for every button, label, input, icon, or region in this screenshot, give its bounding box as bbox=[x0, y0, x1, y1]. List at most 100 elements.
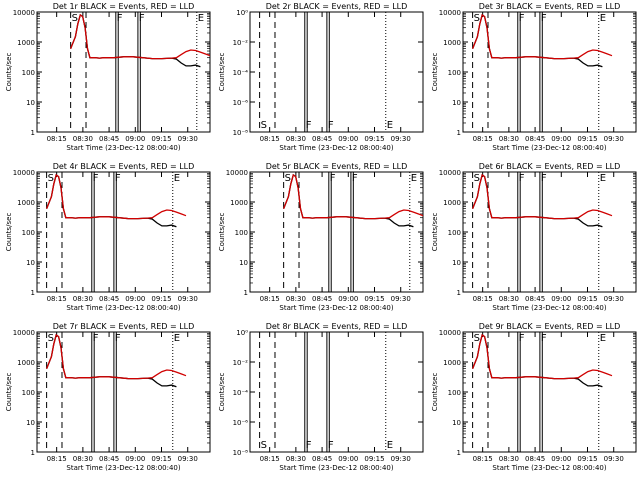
x-tick-label: 09:15 bbox=[577, 295, 597, 303]
x-tick-label: 08:15 bbox=[473, 455, 493, 463]
x-tick-label: 09:15 bbox=[364, 455, 384, 463]
y-tick-label: 10000 bbox=[226, 169, 248, 177]
y-tick-label: 1 bbox=[31, 449, 35, 457]
x-tick-label: 09:00 bbox=[551, 455, 571, 463]
y-axis-label: Counts/sec bbox=[218, 373, 226, 412]
x-tick-label: 09:15 bbox=[151, 295, 171, 303]
y-tick-label: 1000 bbox=[443, 359, 461, 367]
event-marker-label: F bbox=[115, 173, 121, 184]
y-tick-label: 10 bbox=[239, 259, 248, 267]
y-tick-label: 1 bbox=[457, 129, 461, 137]
y-axis-label: Counts/sec bbox=[5, 53, 13, 92]
y-tick-label: 100 bbox=[448, 69, 461, 77]
x-tick-label: 09:15 bbox=[577, 455, 597, 463]
y-tick-label: 10⁻² bbox=[233, 39, 249, 47]
x-tick-label: 08:30 bbox=[499, 455, 519, 463]
y-tick-label: 1000 bbox=[230, 199, 248, 207]
y-tick-label: 10000 bbox=[439, 329, 461, 337]
x-tick-label: 08:30 bbox=[73, 295, 93, 303]
y-axis-label: Counts/sec bbox=[5, 213, 13, 252]
y-tick-label: 1000 bbox=[17, 199, 35, 207]
x-tick-label: 09:30 bbox=[178, 455, 198, 463]
x-axis-label: Start Time (23-Dec-12 08:00:40) bbox=[492, 464, 606, 472]
x-tick-label: 09:15 bbox=[364, 135, 384, 143]
x-tick-label: 08:45 bbox=[99, 455, 119, 463]
x-tick-label: 09:30 bbox=[604, 455, 624, 463]
x-axis-label: Start Time (23-Dec-12 08:00:40) bbox=[492, 144, 606, 152]
events-series-line bbox=[471, 333, 603, 388]
y-tick-label: 10000 bbox=[439, 169, 461, 177]
x-tick-label: 08:45 bbox=[525, 135, 545, 143]
detector-panel: Det 9r BLACK = Events, RED = LLD 1 10 100 10… bbox=[431, 322, 637, 472]
event-marker-label: S bbox=[48, 173, 54, 184]
x-tick-label: 08:45 bbox=[525, 295, 545, 303]
detector-panel: Det 8r BLACK = Events, RED = LLD 10⁻⁸ 10⁻⁶… bbox=[218, 322, 424, 472]
panel-title: Det 8r BLACK = Events, RED = LLD bbox=[266, 322, 408, 331]
event-marker-label: F bbox=[306, 440, 312, 451]
y-tick-label: 10 bbox=[26, 419, 35, 427]
event-marker-label: S bbox=[72, 13, 78, 24]
x-tick-label: 09:00 bbox=[338, 135, 358, 143]
x-tick-label: 09:30 bbox=[391, 455, 411, 463]
x-tick-label: 08:30 bbox=[73, 455, 93, 463]
lld-series-line bbox=[471, 13, 613, 60]
event-marker-label: S bbox=[285, 173, 291, 184]
events-series-line bbox=[471, 13, 603, 68]
y-tick-label: 10⁻⁶ bbox=[233, 99, 249, 107]
lld-series-line bbox=[69, 13, 210, 60]
plot-frame bbox=[249, 11, 424, 133]
y-axis-label: Counts/sec bbox=[431, 213, 439, 252]
event-marker-label: F bbox=[330, 173, 336, 184]
detector-panel: Det 7r BLACK = Events, RED = LLD 1 10 100 10… bbox=[5, 322, 211, 472]
x-axis-label: Start Time (23-Dec-12 08:00:40) bbox=[279, 464, 393, 472]
x-tick-label: 09:00 bbox=[125, 135, 145, 143]
panel-title: Det 9r BLACK = Events, RED = LLD bbox=[479, 322, 621, 331]
y-tick-label: 10⁻² bbox=[233, 359, 249, 367]
x-tick-label: 08:45 bbox=[99, 295, 119, 303]
y-tick-label: 100 bbox=[448, 229, 461, 237]
plot-frame bbox=[36, 171, 211, 293]
events-series-line bbox=[69, 13, 201, 68]
event-marker-label: F bbox=[117, 13, 123, 24]
event-marker-label: F bbox=[328, 120, 334, 131]
y-axis-label: Counts/sec bbox=[431, 373, 439, 412]
detector-panel: Det 6r BLACK = Events, RED = LLD 1 10 100 10… bbox=[431, 162, 637, 312]
x-tick-label: 08:30 bbox=[73, 135, 93, 143]
event-marker-label: E bbox=[600, 173, 606, 184]
x-tick-label: 09:00 bbox=[338, 455, 358, 463]
event-marker-label: S bbox=[48, 333, 54, 344]
y-axis-label: Counts/sec bbox=[431, 53, 439, 92]
x-tick-label: 08:30 bbox=[286, 295, 306, 303]
event-marker-label: F bbox=[541, 13, 547, 24]
y-tick-label: 100 bbox=[448, 389, 461, 397]
x-axis-label: Start Time (23-Dec-12 08:00:40) bbox=[492, 304, 606, 312]
y-tick-label: 10000 bbox=[13, 9, 35, 17]
events-series-line bbox=[45, 333, 177, 388]
event-marker-label: F bbox=[93, 333, 99, 344]
y-tick-label: 1000 bbox=[17, 359, 35, 367]
x-tick-label: 09:00 bbox=[338, 295, 358, 303]
y-tick-label: 10000 bbox=[13, 169, 35, 177]
x-tick-label: 09:30 bbox=[604, 295, 624, 303]
x-tick-label: 09:15 bbox=[151, 455, 171, 463]
event-marker-label: F bbox=[519, 173, 525, 184]
event-marker-label: E bbox=[600, 333, 606, 344]
x-tick-label: 08:30 bbox=[286, 455, 306, 463]
y-tick-label: 10 bbox=[26, 259, 35, 267]
plot-frame bbox=[36, 331, 211, 453]
events-series-line bbox=[45, 173, 177, 228]
panel-title: Det 3r BLACK = Events, RED = LLD bbox=[479, 2, 621, 11]
detector-panel: Det 3r BLACK = Events, RED = LLD 1 10 100 10… bbox=[431, 2, 637, 152]
panel-title: Det 5r BLACK = Events, RED = LLD bbox=[266, 162, 408, 171]
plot-frame bbox=[462, 331, 637, 453]
x-tick-label: 08:45 bbox=[99, 135, 119, 143]
event-marker-label: F bbox=[352, 173, 358, 184]
x-tick-label: 08:45 bbox=[312, 295, 332, 303]
x-axis-label: Start Time (23-Dec-12 08:00:40) bbox=[279, 304, 393, 312]
x-tick-label: 09:15 bbox=[364, 295, 384, 303]
event-marker-label: E bbox=[174, 173, 180, 184]
event-marker-label: F bbox=[541, 333, 547, 344]
panel-title: Det 2r BLACK = Events, RED = LLD bbox=[266, 2, 408, 11]
y-tick-label: 10⁰ bbox=[236, 9, 248, 17]
